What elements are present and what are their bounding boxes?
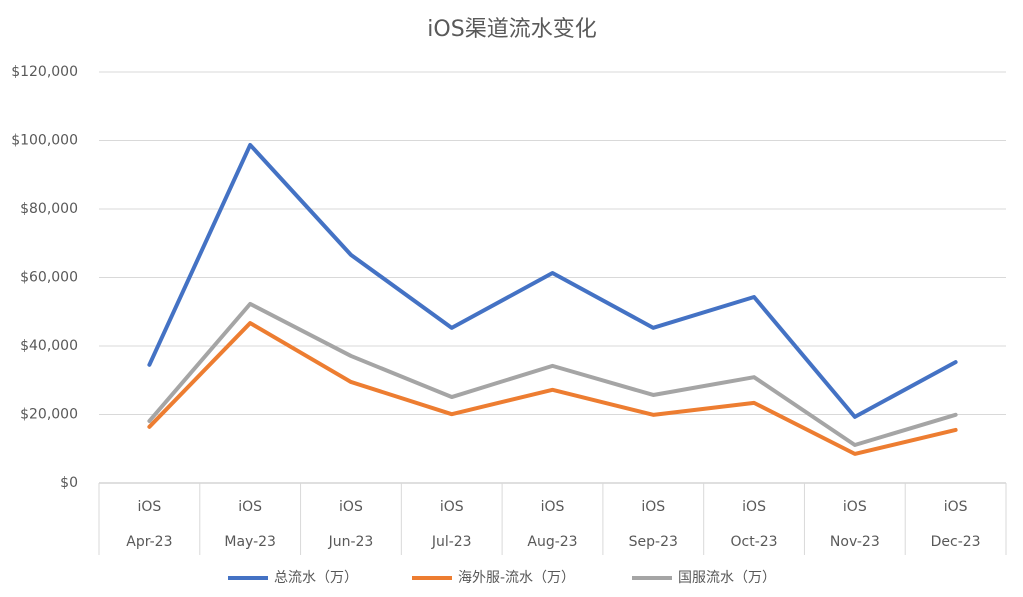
legend-label: 海外服-流水（万） [458, 570, 575, 586]
series-line [147, 142, 958, 419]
y-tick-label: $40,000 [20, 338, 78, 354]
legend-label: 国服流水（万） [678, 570, 776, 586]
x-group-label: iOS [541, 499, 565, 515]
x-tick-label: Aug-23 [527, 534, 577, 550]
series-line [147, 321, 958, 456]
x-group-label: iOS [944, 499, 968, 515]
x-tick-label: Dec-23 [931, 534, 981, 550]
x-group-label: iOS [238, 499, 262, 515]
y-tick-label: $0 [60, 475, 78, 491]
x-group-label: iOS [440, 499, 464, 515]
legend-label: 总流水（万） [274, 570, 358, 586]
x-group-label: iOS [137, 499, 161, 515]
y-tick-label: $100,000 [11, 133, 78, 149]
x-group-label: iOS [641, 499, 665, 515]
y-tick-label: $60,000 [20, 270, 78, 286]
series-line [147, 301, 958, 447]
x-tick-label: May-23 [224, 534, 276, 550]
y-tick-label: $80,000 [20, 201, 78, 217]
x-tick-label: Nov-23 [830, 534, 880, 550]
y-tick-label: $120,000 [11, 64, 78, 80]
y-tick-label: $20,000 [20, 407, 78, 423]
x-tick-label: Jun-23 [328, 534, 374, 550]
chart-title: iOS渠道流水变化 [427, 17, 596, 42]
x-tick-label: Apr-23 [126, 534, 172, 550]
x-tick-label: Jul-23 [431, 534, 472, 550]
x-group-label: iOS [339, 499, 363, 515]
x-tick-label: Sep-23 [629, 534, 678, 550]
x-tick-label: Oct-23 [731, 534, 778, 550]
x-group-label: iOS [843, 499, 867, 515]
x-group-label: iOS [742, 499, 766, 515]
